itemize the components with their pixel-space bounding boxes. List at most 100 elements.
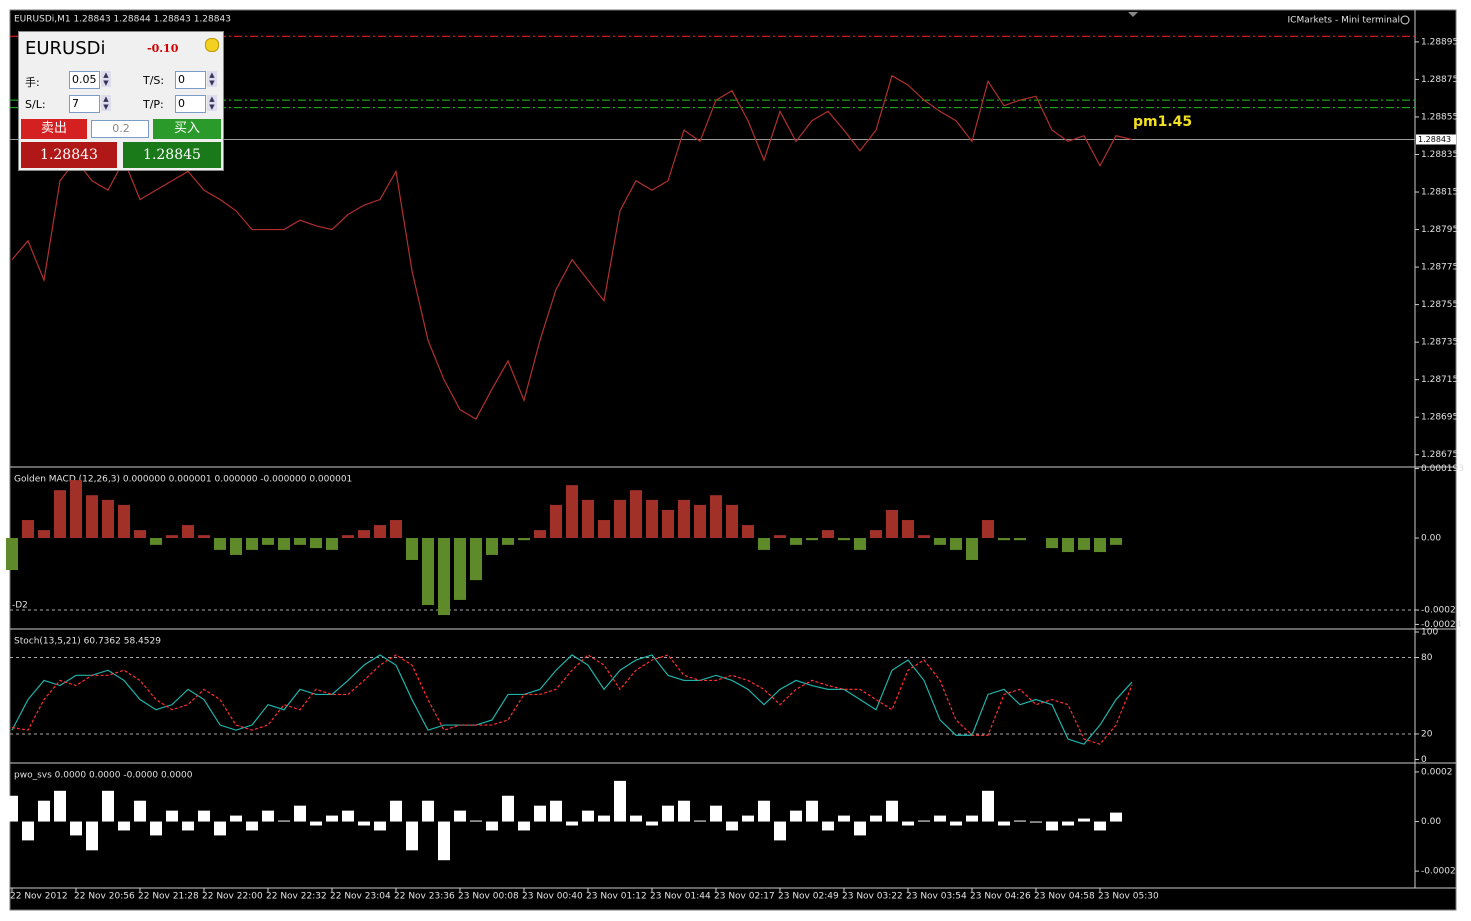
y-tick-label: 1.28795	[1421, 225, 1458, 235]
histogram-bar	[374, 821, 386, 831]
x-tick-label: 23 Nov 05:30	[1098, 892, 1159, 902]
x-tick-label: 23 Nov 00:40	[522, 892, 583, 902]
y-tick-label: 1.28755	[1421, 300, 1458, 310]
histogram-bar	[166, 535, 178, 539]
histogram-bar	[6, 795, 18, 822]
histogram-bar	[422, 538, 434, 605]
histogram-bar	[934, 815, 946, 822]
histogram-bar	[982, 790, 994, 822]
histogram-bar	[438, 821, 450, 861]
histogram-bar	[662, 509, 674, 539]
histogram-bar	[998, 821, 1010, 826]
sl-spinner[interactable]: ▲ ▼	[101, 95, 111, 111]
histogram-bar	[614, 499, 626, 539]
histogram-bar	[838, 815, 850, 822]
histogram-bar	[454, 810, 466, 822]
histogram-bar	[614, 780, 626, 822]
panel-title: pwo_svs 0.0000 0.0000 -0.0000 0.0000	[14, 771, 193, 781]
histogram-bar	[662, 805, 674, 822]
ts-input[interactable]: 0	[175, 71, 206, 89]
histogram-bar	[774, 535, 786, 539]
x-tick-label: 23 Nov 02:49	[778, 892, 839, 902]
histogram-bar	[246, 821, 258, 831]
sl-input[interactable]: 7	[69, 95, 100, 113]
histogram-bar	[230, 815, 242, 822]
histogram-bar	[950, 821, 962, 826]
histogram-bar	[726, 821, 738, 831]
histogram-bar	[1062, 538, 1074, 553]
histogram-bar	[742, 815, 754, 822]
y-tick-label: 1.28875	[1421, 75, 1458, 85]
volume-input[interactable]: 0.2	[91, 120, 149, 138]
histogram-bar	[134, 530, 146, 539]
histogram-bar	[118, 504, 130, 539]
ts-spinner[interactable]: ▲ ▼	[207, 71, 217, 87]
x-tick-label: 22 Nov 22:00	[202, 892, 263, 902]
ts-label: T/S:	[143, 74, 165, 87]
histogram-bar	[838, 538, 850, 541]
histogram-bar	[502, 795, 514, 822]
y-tick-label: -0.0002	[1421, 867, 1456, 877]
histogram-bar	[150, 821, 162, 836]
histogram-bar	[518, 821, 530, 831]
histogram-bar	[470, 820, 482, 822]
histogram-bar	[566, 821, 578, 826]
bid-price[interactable]: 1.28843	[21, 142, 117, 168]
buy-button[interactable]: 买入	[153, 119, 221, 139]
histogram-bar	[22, 520, 34, 539]
histogram-bar	[102, 499, 114, 539]
histogram-bar	[470, 538, 482, 581]
ask-price[interactable]: 1.28845	[123, 142, 221, 168]
lot-spinner[interactable]: ▲ ▼	[101, 71, 111, 87]
y-tick-label: -0.00024	[1421, 620, 1462, 630]
histogram-bar	[214, 821, 226, 836]
histogram-bar	[790, 810, 802, 822]
histogram-bar	[694, 820, 706, 822]
x-tick-label: 23 Nov 01:44	[650, 892, 711, 902]
histogram-bar	[166, 810, 178, 822]
histogram-bar	[1014, 538, 1026, 541]
histogram-bar	[534, 530, 546, 539]
histogram-bar	[806, 538, 818, 541]
histogram-bar	[198, 535, 210, 539]
y-tick-label: 20	[1421, 729, 1433, 739]
x-tick-label: 22 Nov 23:36	[394, 892, 455, 902]
histogram-bar	[1078, 538, 1090, 550]
histogram-bar	[678, 499, 690, 539]
tp-spinner[interactable]: ▲ ▼	[207, 95, 217, 111]
chart-area	[9, 9, 1457, 911]
x-tick-label: 22 Nov 2012	[10, 892, 68, 902]
terminal-label: ICMarkets - Mini terminal	[1288, 16, 1400, 26]
histogram-bar	[438, 538, 450, 616]
histogram-bar	[406, 821, 418, 851]
histogram-bar	[54, 490, 66, 539]
histogram-bar	[310, 821, 322, 826]
tp-input[interactable]: 0	[175, 95, 206, 113]
histogram-bar	[390, 800, 402, 822]
lot-input[interactable]: 0.05	[69, 71, 100, 89]
sell-button[interactable]: 卖出	[21, 119, 87, 139]
smile-icon	[1400, 15, 1410, 25]
annotation: pm1.45	[1133, 114, 1192, 130]
histogram-bar	[1110, 538, 1122, 545]
histogram-bar	[870, 815, 882, 822]
x-tick-label: 22 Nov 22:32	[266, 892, 327, 902]
x-tick-label: 23 Nov 00:08	[458, 892, 519, 902]
side-label: -D2	[12, 601, 28, 611]
panel-title: Stoch(13,5,21) 60.7362 58.4529	[14, 637, 161, 647]
histogram-bar	[822, 821, 834, 831]
x-tick-label: 22 Nov 23:04	[330, 892, 391, 902]
histogram-bar	[342, 810, 354, 822]
histogram-bar	[582, 499, 594, 539]
y-tick-label: 1.28695	[1421, 413, 1458, 423]
histogram-bar	[630, 815, 642, 822]
y-tick-label: 1.28815	[1421, 188, 1458, 198]
histogram-bar	[982, 520, 994, 539]
histogram-bar	[1078, 818, 1090, 822]
histogram-bar	[1030, 821, 1042, 823]
histogram-bar	[966, 815, 978, 822]
histogram-bar	[262, 810, 274, 822]
histogram-bar	[1014, 820, 1026, 822]
